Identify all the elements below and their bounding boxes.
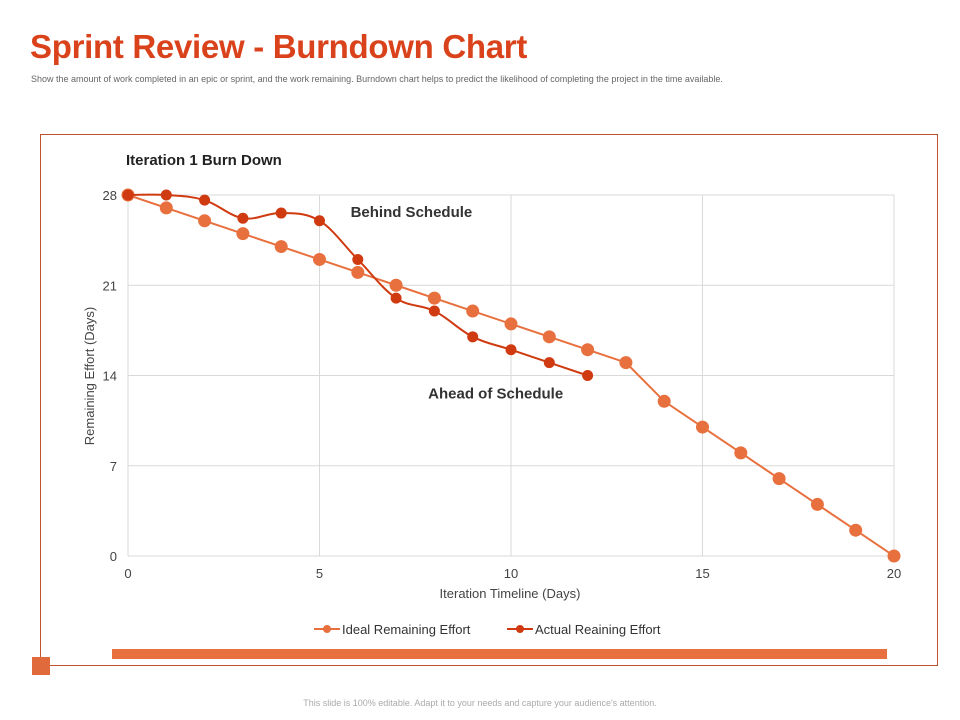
chart-grid [127, 194, 895, 557]
chart-frame [40, 134, 938, 666]
ideal-point [389, 278, 403, 292]
legend: Ideal Remaining Effort Actual Reaining E… [314, 622, 661, 637]
actual-point [582, 370, 594, 381]
ideal-point [274, 240, 288, 254]
x-axis-label: Iteration Timeline (Days) [440, 586, 581, 601]
y-axis-label: Remaining Effort (Days) [82, 307, 97, 445]
actual-point [160, 189, 172, 201]
ideal-point [696, 420, 709, 434]
legend-ideal-marker [323, 625, 331, 633]
actual-point [122, 189, 134, 201]
x-tick-label: 10 [504, 566, 518, 581]
actual-point [428, 305, 440, 317]
actual-point [275, 207, 287, 219]
slide-title: Sprint Review - Burndown Chart [30, 28, 528, 65]
ideal-point [619, 356, 633, 370]
ideal-point [810, 497, 824, 511]
legend-ideal-label: Ideal Remaining Effort [342, 622, 471, 637]
ideal-point [734, 446, 748, 460]
legend-actual-label: Actual Reaining Effort [535, 622, 661, 637]
ideal-point [236, 227, 250, 241]
corner-accent-square [32, 657, 50, 675]
actual-point [237, 212, 249, 224]
actual-point [543, 357, 555, 369]
y-tick-label: 0 [110, 549, 117, 564]
y-tick-label: 14 [103, 369, 117, 384]
actual-point [314, 215, 325, 227]
ideal-point [427, 291, 441, 305]
x-tick-label: 15 [695, 566, 709, 581]
x-tick-label: 5 [316, 566, 323, 581]
x-tick-label: 20 [887, 566, 901, 581]
ideal-point [504, 317, 518, 331]
ideal-point [198, 214, 212, 228]
annotation-layer: Behind Schedule Ahead of Schedule [351, 204, 564, 403]
actual-point [505, 344, 517, 356]
footer-note: This slide is 100% editable. Adapt it to… [303, 698, 657, 708]
y-tick-label: 28 [103, 188, 117, 203]
ideal-point [159, 201, 173, 215]
ideal-point [351, 265, 365, 279]
x-tick-label: 0 [124, 566, 131, 581]
ideal-point [657, 394, 671, 408]
y-tick-label: 7 [110, 459, 117, 474]
actual-point [352, 253, 364, 265]
actual-point [467, 331, 479, 343]
ideal-point [313, 252, 326, 266]
ideal-point [772, 472, 786, 486]
ideal-point [581, 343, 595, 357]
ideal-point [849, 523, 863, 537]
footer-accent-bar [112, 649, 887, 659]
chart-title: Iteration 1 Burn Down [126, 152, 282, 169]
axis-ticks: 0 7 14 21 28 0 5 10 15 20 [103, 188, 902, 581]
ideal-point [542, 330, 556, 344]
series-layer [121, 188, 901, 563]
actual-point [199, 194, 211, 206]
ideal-point [887, 549, 901, 563]
annotation-label: Behind Schedule [351, 204, 473, 221]
annotation-label: Ahead of Schedule [428, 386, 563, 403]
actual-point [390, 292, 402, 304]
legend-actual-marker [516, 625, 524, 633]
y-tick-label: 21 [103, 278, 117, 293]
ideal-point [466, 304, 480, 318]
slide-subtitle: Show the amount of work completed in an … [31, 74, 723, 84]
